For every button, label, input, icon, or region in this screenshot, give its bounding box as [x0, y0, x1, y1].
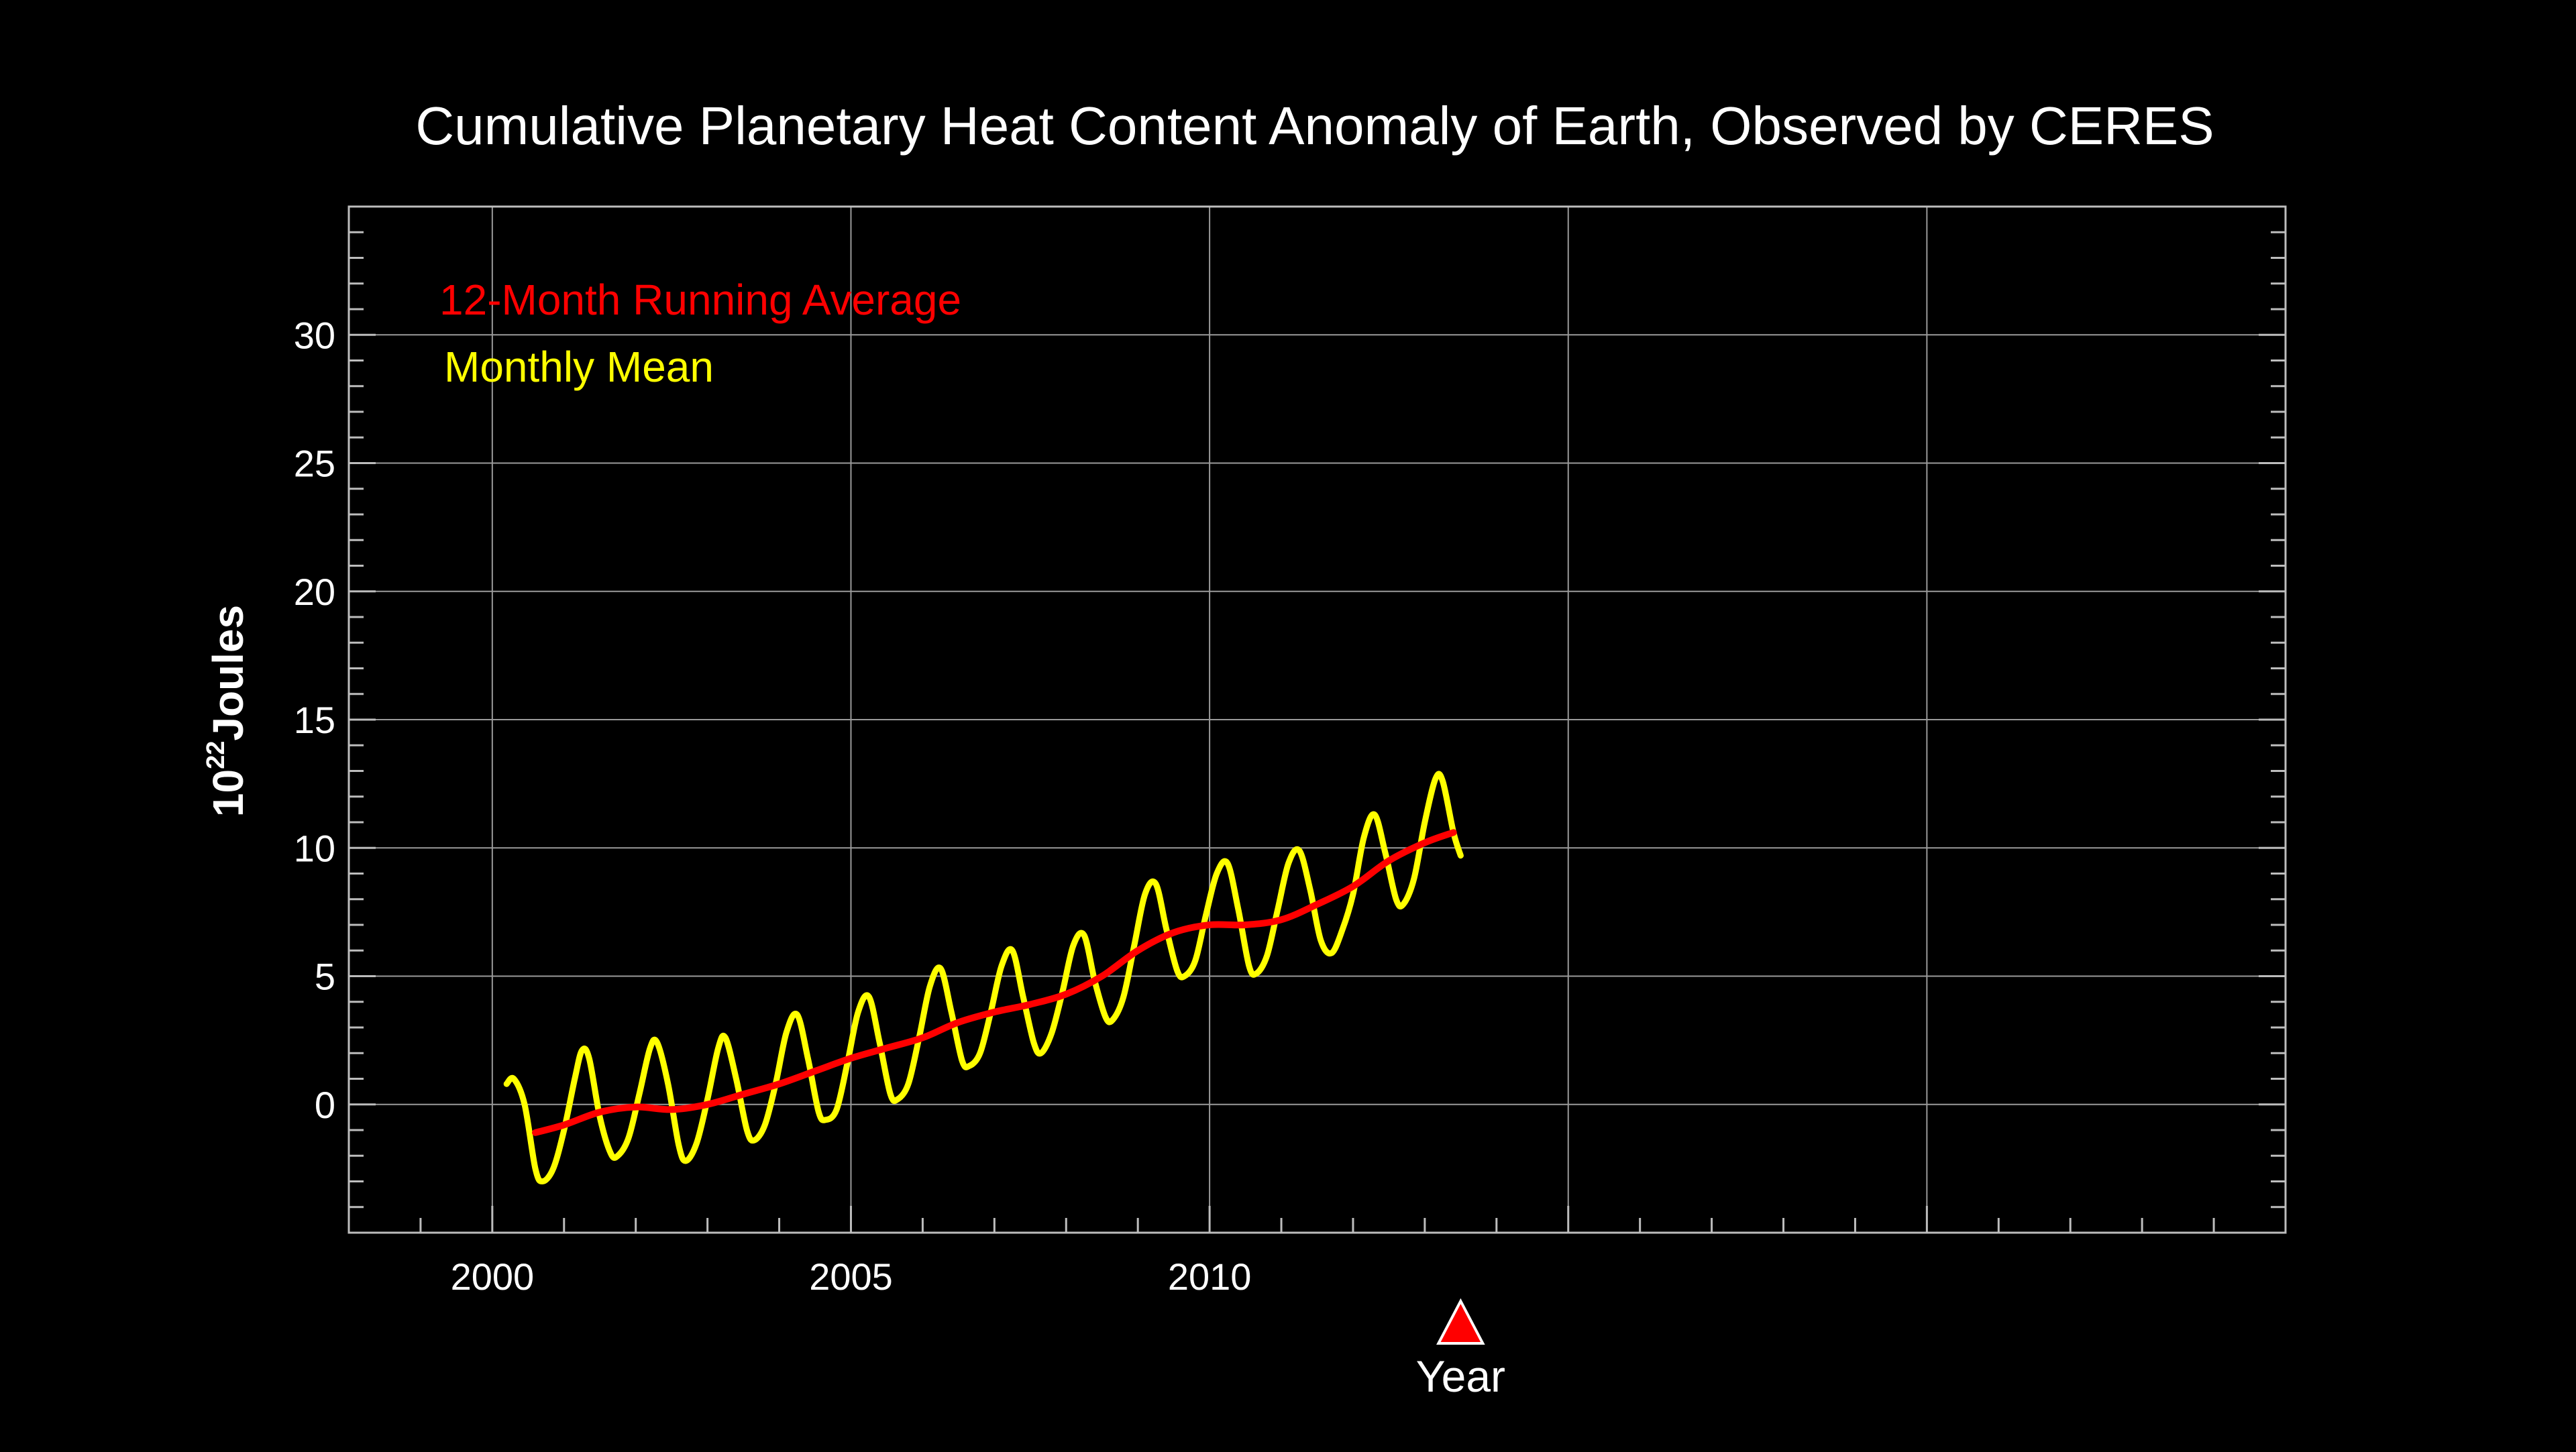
y-tick-label: 25: [294, 443, 335, 485]
y-tick-label: 30: [294, 314, 335, 356]
y-axis-label-unit: Joules: [204, 605, 252, 741]
tick-layer: [347, 231, 2286, 1233]
y-tick-label: 5: [315, 956, 335, 998]
legend-running-average: 12-Month Running Average: [439, 276, 961, 324]
current-year-marker: [1436, 1298, 1485, 1345]
y-axis-label: 1022Joules: [202, 605, 252, 817]
series-monthly-mean-line: [503, 771, 1464, 1184]
plot-frame: [347, 205, 2287, 1234]
x-tick-label: 2010: [1168, 1255, 1252, 1298]
y-tick-label: 20: [294, 571, 335, 613]
y-tick-label: 10: [294, 827, 335, 869]
x-axis-label: Year: [1416, 1351, 1505, 1401]
x-tick-label: 2000: [451, 1255, 535, 1298]
series-running-average-line: [532, 829, 1457, 1136]
y-tick-label: 0: [315, 1084, 335, 1126]
legend-monthly-mean: Monthly Mean: [444, 343, 714, 391]
x-tick-labels: 2000 2005 2010: [451, 1255, 1252, 1298]
y-tick-labels: 0 5 10 15 20 25 30: [294, 314, 335, 1126]
y-axis-label-exponent: 22: [202, 741, 230, 769]
chart-title: Cumulative Planetary Heat Content Anomal…: [415, 96, 2214, 156]
x-tick-label: 2005: [809, 1255, 893, 1298]
y-axis-label-base: 10: [204, 769, 252, 817]
series-layer: [503, 771, 1464, 1184]
y-tick-label: 15: [294, 699, 335, 741]
